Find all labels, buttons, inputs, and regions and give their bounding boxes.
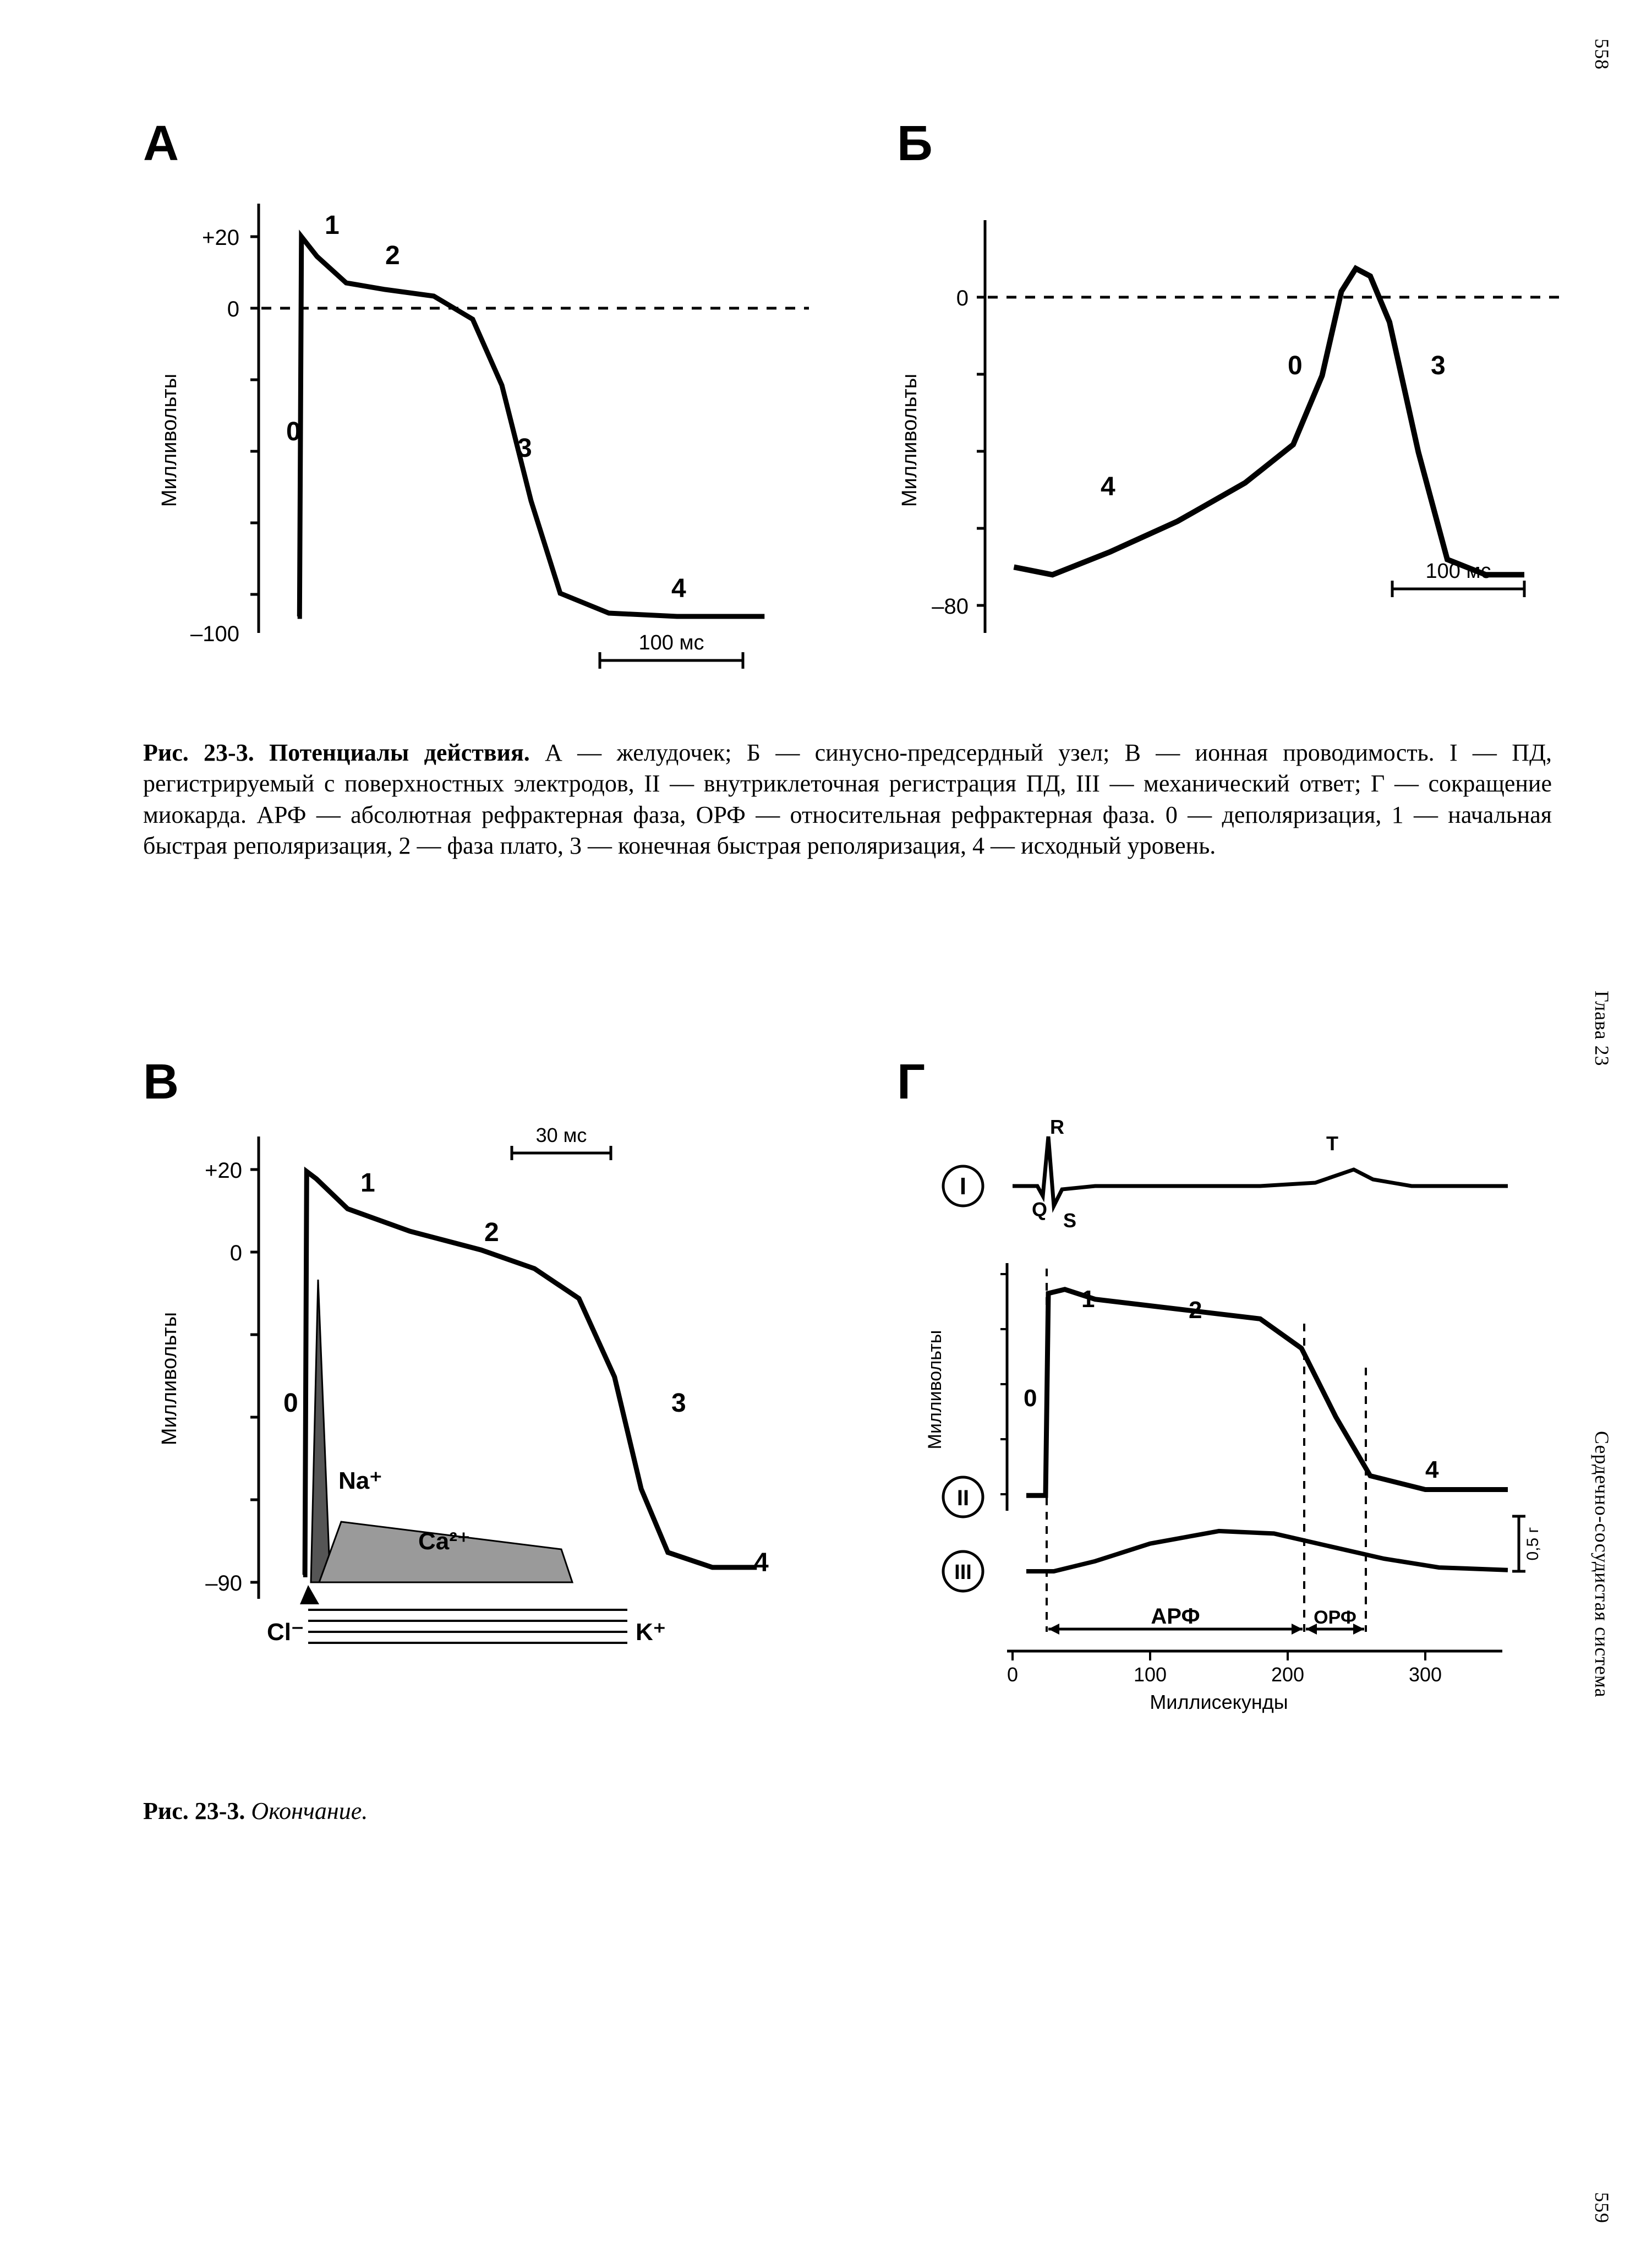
- curve-b: [1014, 269, 1525, 575]
- panel-letter-a: А: [143, 116, 179, 172]
- phase-1-a: 1: [325, 211, 340, 240]
- svg-text:100: 100: [1134, 1663, 1167, 1686]
- phase-2-v: 2: [484, 1218, 499, 1247]
- ytick-20-v: +20: [205, 1159, 242, 1183]
- phase-0-b: 0: [1288, 351, 1303, 380]
- page-number-bottom: 559: [1590, 2192, 1613, 2223]
- scale-05g: 0,5 г: [1512, 1516, 1542, 1571]
- y-axis-label-v: Милливольты: [158, 1312, 181, 1445]
- ecg-s: S: [1063, 1209, 1076, 1232]
- ytick-m80-b: –80: [932, 594, 969, 619]
- y-axis-label-g: Милливольты: [925, 1330, 945, 1450]
- panel-b-svg: 0 –80 Милливольты 0 3 4 100 мс: [897, 154, 1585, 704]
- scale-label-a: 100 мс: [638, 631, 704, 654]
- orp-range: ОРФ: [1306, 1607, 1364, 1635]
- y-axis-label-a: Милливольты: [158, 374, 181, 507]
- scale-label-v: 30 мс: [536, 1124, 587, 1146]
- phase-0-v: 0: [283, 1389, 298, 1418]
- ytick-m100: –100: [190, 622, 239, 646]
- x-axis-label-g: Миллисекунды: [1150, 1691, 1288, 1713]
- phase-4-g: 4: [1425, 1456, 1439, 1483]
- phase-1-g: 1: [1081, 1286, 1095, 1313]
- scale-bar-v: 30 мс: [512, 1124, 611, 1160]
- fig-no-1: Рис. 23-3.: [143, 739, 254, 766]
- ecg-r: R: [1050, 1116, 1064, 1138]
- orp-label: ОРФ: [1314, 1607, 1356, 1628]
- panel-letter-v: В: [143, 1054, 179, 1111]
- svg-text:300: 300: [1409, 1663, 1442, 1686]
- ecg-trace: [1013, 1137, 1508, 1206]
- ytick-0: 0: [227, 297, 239, 321]
- scale-label-b: 100 мс: [1425, 560, 1491, 583]
- phase-3-a: 3: [517, 434, 532, 463]
- page: 558 559 Глава 23 Сердечно-сосудистая сис…: [0, 0, 1652, 2262]
- panel-letter-b: Б: [897, 116, 933, 172]
- ytick-m90-v: –90: [205, 1571, 242, 1596]
- panel-v: В +20 0 –90 Милливольты: [143, 1092, 831, 1753]
- phase-3-v: 3: [671, 1389, 686, 1418]
- panel-g: Г I Q R S T Милливольты: [897, 1092, 1585, 1753]
- fig-no-2: Рис. 23-3.: [143, 1797, 245, 1824]
- fig-body-2: Окончание.: [251, 1797, 368, 1824]
- phase-2-g: 2: [1189, 1297, 1202, 1324]
- scale-bar-b: 100 мс: [1392, 560, 1524, 597]
- arp-label: АРФ: [1151, 1604, 1200, 1629]
- panel-letter-g: Г: [897, 1054, 925, 1111]
- k-label: K⁺: [636, 1619, 666, 1646]
- svg-text:200: 200: [1271, 1663, 1304, 1686]
- curve-a: [298, 237, 765, 616]
- curve-v: [303, 1172, 757, 1575]
- y-axis-label-b: Милливольты: [898, 374, 921, 507]
- na-label: Na⁺: [338, 1467, 382, 1494]
- phase-4-v: 4: [754, 1548, 769, 1577]
- phase-4-b: 4: [1101, 472, 1115, 501]
- phase-0-g: 0: [1024, 1385, 1037, 1412]
- svg-text:0: 0: [1007, 1663, 1018, 1686]
- k-hatch: [308, 1610, 627, 1643]
- cl-label: Cl⁻: [267, 1619, 304, 1646]
- top-row: А +20 0 –100 Милливольты: [143, 154, 1553, 704]
- cl-mark: [300, 1585, 319, 1604]
- chapter-label: Глава 23: [1590, 991, 1613, 1067]
- trace-iii-label: III: [954, 1561, 972, 1584]
- ecg-q: Q: [1032, 1198, 1047, 1221]
- panel-g-svg: I Q R S T Милливольты II 0 1 2: [897, 1092, 1585, 1753]
- fig-title-1: Потенциалы действия.: [269, 739, 530, 766]
- bottom-row: В +20 0 –90 Милливольты: [143, 1092, 1553, 1753]
- trace-i-label: I: [960, 1173, 966, 1200]
- ecg-t: T: [1326, 1132, 1338, 1155]
- phase-1-v: 1: [360, 1168, 375, 1198]
- phase-3-b: 3: [1431, 351, 1446, 380]
- phase-2-a: 2: [385, 241, 400, 270]
- scale-05g-label: 0,5 г: [1524, 1527, 1542, 1561]
- trace-ii-label: II: [957, 1486, 969, 1510]
- xticks-g: 0 100 200 300: [1007, 1651, 1442, 1686]
- phase-4-a: 4: [671, 574, 686, 603]
- ytick-20: +20: [202, 226, 239, 250]
- panel-v-svg: +20 0 –90 Милливольты: [143, 1092, 831, 1753]
- ytick-0-v: 0: [230, 1241, 242, 1265]
- panel-a: А +20 0 –100 Милливольты: [143, 154, 831, 704]
- na-spike: [311, 1280, 330, 1582]
- panel-b: Б 0 –80 Милливольты 0 3 4: [897, 154, 1585, 704]
- ytick-0-b: 0: [956, 286, 969, 310]
- caption-1: Рис. 23-3. Потенциалы действия. А — желу…: [143, 737, 1552, 861]
- mech-trace: [1026, 1531, 1508, 1571]
- panel-a-svg: +20 0 –100 Милливольты 0 1 2 3 4: [143, 154, 831, 704]
- phase-0-a: 0: [286, 417, 301, 446]
- section-label: Сердечно-сосудистая система: [1590, 1431, 1613, 1698]
- ca-label: Ca²⁺: [418, 1528, 470, 1555]
- page-number-top: 558: [1590, 39, 1613, 70]
- scale-bar-a: 100 мс: [600, 631, 743, 669]
- arp-range: АРФ: [1048, 1604, 1303, 1635]
- caption-2: Рис. 23-3. Окончание.: [143, 1797, 1553, 1825]
